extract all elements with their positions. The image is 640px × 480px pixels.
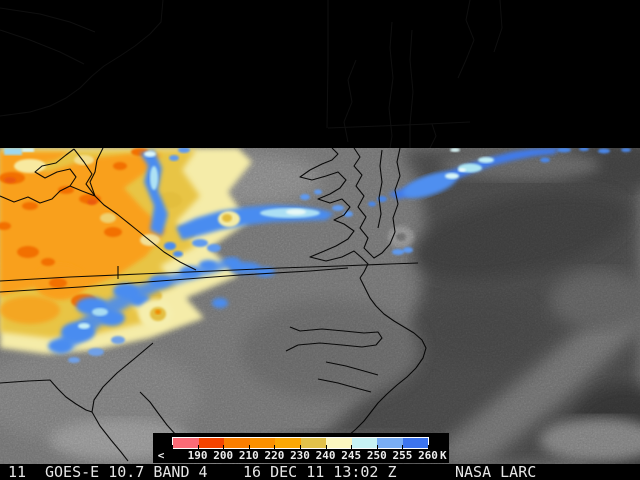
color-scale-tick-label: 240 [315,449,336,462]
source-label: NASA LARC [455,463,537,480]
color-scale-segment [173,438,199,448]
color-scale-segment [377,438,403,448]
color-scale-unit-label: K [440,449,447,462]
color-scale-labels: <190 200 210 220 230 240 245 250 255 260 [153,449,449,462]
product-label: GOES-E 10.7 BAND 4 [45,463,208,480]
color-scale-tick-label: 220 [264,449,285,462]
color-scale-tick-label: 230 [290,449,310,462]
color-scale-segment [198,438,224,448]
timestamp-label: 16 DEC 11 13:02 Z [243,463,397,480]
color-scale-segment [275,438,301,448]
color-scale-tick [248,445,250,449]
color-scale-segment [249,438,275,448]
color-scale-tick-label: 200 [213,449,234,462]
color-scale-tick [402,445,404,449]
ir-cloud-field [0,148,640,465]
map-boundaries-north-faint [0,0,503,149]
frame-number: 11 [8,463,27,480]
color-scale-tick-label: 250 [366,449,387,462]
color-scale-tick-label: 255 [392,449,413,462]
color-scale-segment [326,438,352,448]
color-scale-tick [274,445,276,449]
color-scale-tick [223,445,225,449]
color-scale-tick [300,445,301,449]
color-scale-tick-label: < [157,449,165,462]
status-bar: 11 GOES-E 10.7 BAND 4 16 DEC 11 13:02 Z … [0,464,640,480]
color-scale-tick [325,445,327,449]
color-scale-tick-label: 190 [187,449,208,462]
color-scale-tick-label: 245 [341,449,362,462]
color-scale-tick [428,445,429,449]
color-scale-segment [224,438,250,448]
color-scale-legend: <190 200 210 220 230 240 245 250 255 260 K [153,433,449,463]
map-boundaries [0,148,427,462]
color-scale-tick [197,445,199,449]
color-scale-tick [351,445,353,449]
color-scale-tick-label: 260 [418,449,438,462]
color-scale-tick-label: 210 [238,449,259,462]
color-scale-tick [172,445,173,449]
color-scale-tick [376,445,378,449]
color-scale-segment [351,438,377,448]
color-scale-segment [300,438,326,448]
color-scale-segment [402,438,428,448]
